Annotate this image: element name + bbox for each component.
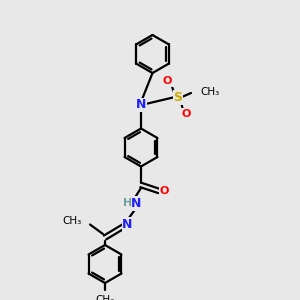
Text: CH₃: CH₃ — [62, 215, 82, 226]
Text: N: N — [122, 218, 133, 230]
Text: N: N — [131, 197, 142, 210]
Text: O: O — [163, 76, 172, 86]
Text: S: S — [173, 91, 182, 104]
Text: H: H — [123, 199, 132, 208]
Text: N: N — [136, 98, 146, 112]
Text: CH₃: CH₃ — [200, 88, 219, 98]
Text: O: O — [181, 109, 191, 119]
Text: O: O — [159, 186, 169, 196]
Text: CH₃: CH₃ — [95, 295, 115, 300]
